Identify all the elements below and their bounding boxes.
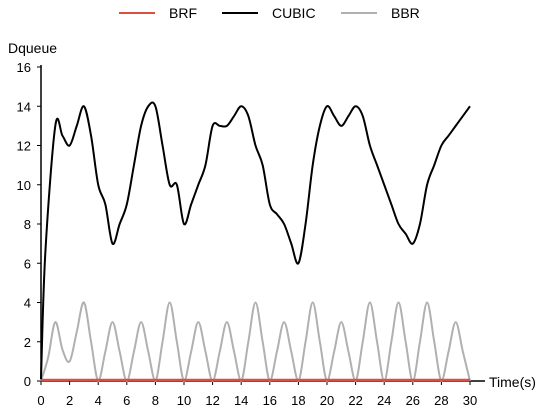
x-tick-label: 14 [234, 393, 248, 408]
x-tick-label: 22 [348, 393, 362, 408]
x-tick-label: 2 [66, 393, 73, 408]
x-tick-label: 10 [177, 393, 191, 408]
y-axis-label: Dqueue [8, 40, 57, 56]
x-tick-label: 24 [377, 393, 391, 408]
x-tick-label: 16 [263, 393, 277, 408]
y-tick-label: 6 [24, 256, 31, 271]
series-line-bbr [40, 301, 471, 382]
x-axis-label: Time(s) [489, 374, 536, 390]
y-tick-label: 12 [17, 139, 31, 154]
x-tick-label: 20 [320, 393, 334, 408]
y-tick-label: 0 [24, 374, 31, 389]
legend-label-bbr: BBR [391, 5, 420, 21]
x-tick-label: 12 [205, 393, 219, 408]
x-tick-label: 30 [463, 393, 477, 408]
chart-series [40, 101, 471, 382]
x-tick-label: 26 [406, 393, 420, 408]
x-tick-label: 8 [152, 393, 159, 408]
y-tick-label: 10 [17, 178, 31, 193]
y-tick-label: 2 [24, 335, 31, 350]
legend-label-brf: BRF [169, 5, 197, 21]
x-tick-label: 0 [37, 393, 44, 408]
x-tick-label: 28 [434, 393, 448, 408]
x-tick-label: 6 [123, 393, 130, 408]
y-tick-label: 8 [24, 217, 31, 232]
series-line-cubic [40, 101, 471, 380]
x-tick-label: 4 [95, 393, 102, 408]
legend-label-cubic: CUBIC [272, 5, 316, 21]
y-tick-label: 16 [17, 60, 31, 75]
x-tick-label: 18 [291, 393, 305, 408]
y-tick-label: 4 [24, 296, 31, 311]
y-tick-label: 14 [17, 99, 31, 114]
chart-legend: BRF CUBIC BBR [119, 5, 420, 21]
